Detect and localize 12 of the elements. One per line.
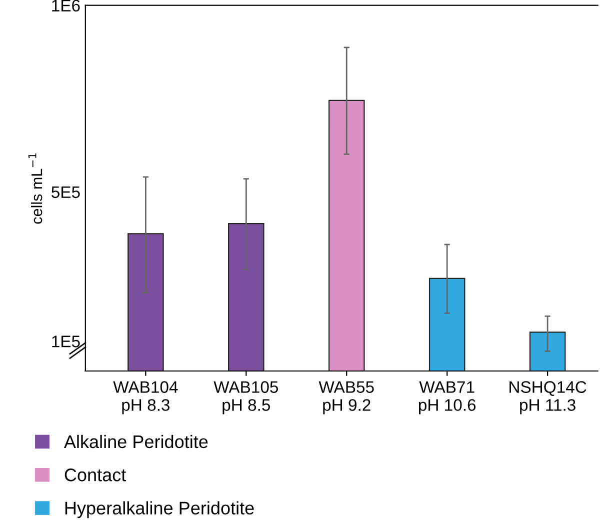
- y-tick-label: 1E5: [52, 336, 80, 348]
- y-axis-title: cells mL$^{−1}$: [28, 153, 42, 224]
- x-tick-label: WAB55 pH 9.2: [318, 381, 374, 414]
- x-tick-label: WAB104 pH 8.3: [113, 381, 178, 414]
- y-tick-label: 1E6: [52, 0, 80, 12]
- y-tick-label: 5E5: [52, 186, 80, 198]
- x-tick-label: WAB71 pH 10.6: [418, 381, 476, 414]
- legend-label: Hyperalkaline Peridotite: [65, 501, 254, 518]
- x-tick-label: WAB105 pH 8.5: [214, 381, 278, 414]
- legend-label: Contact: [64, 468, 126, 482]
- x-tick-label: NSHQ14C pH 11.3: [510, 381, 586, 414]
- legend-label: Alkaline Peridotite: [64, 434, 208, 448]
